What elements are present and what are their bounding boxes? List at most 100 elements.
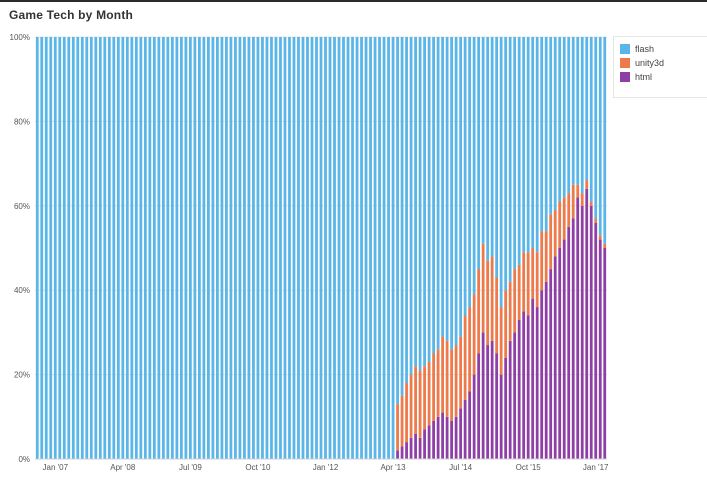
bar-html — [589, 205, 593, 459]
bar-unity3d — [490, 256, 494, 341]
bar-unity3d — [562, 197, 566, 240]
bar-html — [598, 239, 602, 459]
bar-flash — [522, 37, 526, 253]
bar-flash — [508, 37, 512, 282]
bar-flash — [103, 37, 107, 459]
bar-flash — [423, 37, 426, 367]
bar-flash — [306, 37, 309, 459]
bar-unity3d — [580, 193, 584, 206]
bar-flash — [432, 37, 435, 354]
bar-flash — [116, 37, 120, 459]
bar-unity3d — [481, 243, 485, 333]
bar-unity3d — [504, 290, 508, 358]
bar-flash — [220, 37, 224, 459]
bar-html — [504, 357, 508, 459]
bar-flash — [369, 37, 372, 459]
bar-series — [35, 37, 607, 460]
bar-unity3d — [427, 361, 431, 426]
y-tick-label: 20% — [14, 371, 30, 380]
bar-html — [454, 416, 458, 459]
bar-flash — [337, 37, 341, 459]
bar-unity3d — [603, 243, 607, 248]
bar-flash — [107, 37, 111, 459]
bar-flash — [49, 37, 53, 459]
bar-unity3d — [450, 349, 454, 422]
bar-flash — [562, 37, 566, 198]
y-tick-label: 60% — [14, 202, 30, 211]
bar-flash — [544, 37, 548, 232]
bar-flash — [252, 37, 255, 459]
bar-flash — [247, 37, 251, 459]
bar-flash — [414, 37, 417, 367]
bar-flash — [504, 37, 508, 291]
bar-flash — [450, 37, 454, 350]
bar-html — [576, 197, 580, 460]
x-tick-label: Jan '07 — [43, 463, 69, 472]
bar-html — [472, 374, 476, 459]
bar-flash — [576, 37, 580, 185]
bar-flash — [80, 37, 84, 459]
bar-flash — [193, 37, 197, 459]
x-tick-label: Jan '12 — [313, 463, 339, 472]
bar-flash — [382, 37, 386, 459]
bar-unity3d — [567, 193, 571, 227]
bar-flash — [396, 37, 399, 405]
bar-flash — [472, 37, 476, 295]
bar-html — [400, 446, 404, 459]
bar-flash — [468, 37, 472, 308]
bar-html — [508, 340, 512, 459]
bar-flash — [121, 37, 125, 459]
legend-swatch-unity3d — [620, 58, 630, 68]
bar-unity3d — [463, 315, 467, 400]
bar-flash — [594, 37, 598, 219]
bar-html — [522, 311, 526, 459]
bar-unity3d — [544, 231, 548, 282]
bar-unity3d — [598, 235, 602, 240]
bar-flash — [94, 37, 98, 459]
top-border — [0, 0, 707, 2]
bar-unity3d — [508, 281, 512, 341]
legend-item-html[interactable]: html — [620, 71, 652, 83]
bar-unity3d — [432, 353, 435, 422]
bar-flash — [85, 37, 89, 459]
y-tick-label: 40% — [14, 286, 30, 295]
bar-flash — [166, 37, 170, 459]
legend-item-unity3d[interactable]: unity3d — [620, 57, 664, 69]
bar-flash — [598, 37, 602, 236]
bar-html — [603, 248, 607, 459]
bar-unity3d — [418, 370, 422, 438]
bar-flash — [179, 37, 183, 459]
bar-flash — [76, 37, 80, 459]
bar-flash — [531, 37, 535, 248]
bar-html — [418, 437, 422, 459]
bar-flash — [481, 37, 485, 244]
bar-flash — [333, 37, 336, 459]
bar-flash — [324, 37, 327, 459]
bar-flash — [463, 37, 467, 316]
bar-unity3d — [576, 184, 580, 198]
bar-flash — [400, 37, 404, 396]
bar-flash — [459, 37, 463, 337]
bar-flash — [216, 37, 219, 459]
bar-flash — [157, 37, 161, 459]
bar-flash — [270, 37, 273, 459]
x-tick-label: Jul '09 — [179, 463, 202, 472]
bar-unity3d — [585, 180, 589, 189]
legend-item-flash[interactable]: flash — [620, 43, 654, 55]
bar-flash — [53, 37, 57, 459]
bar-unity3d — [454, 345, 458, 417]
bar-flash — [283, 37, 287, 459]
bar-flash — [549, 37, 553, 215]
x-tick-label: Oct '15 — [516, 463, 542, 472]
bar-flash — [274, 37, 278, 459]
bar-flash — [297, 37, 300, 459]
bar-flash — [427, 37, 431, 362]
bar-unity3d — [522, 252, 526, 312]
bar-flash — [62, 37, 66, 459]
bar-flash — [315, 37, 318, 459]
bar-unity3d — [468, 307, 472, 392]
bar-flash — [328, 37, 332, 459]
bar-flash — [589, 37, 593, 202]
bar-unity3d — [414, 366, 417, 434]
bar-flash — [125, 37, 129, 459]
